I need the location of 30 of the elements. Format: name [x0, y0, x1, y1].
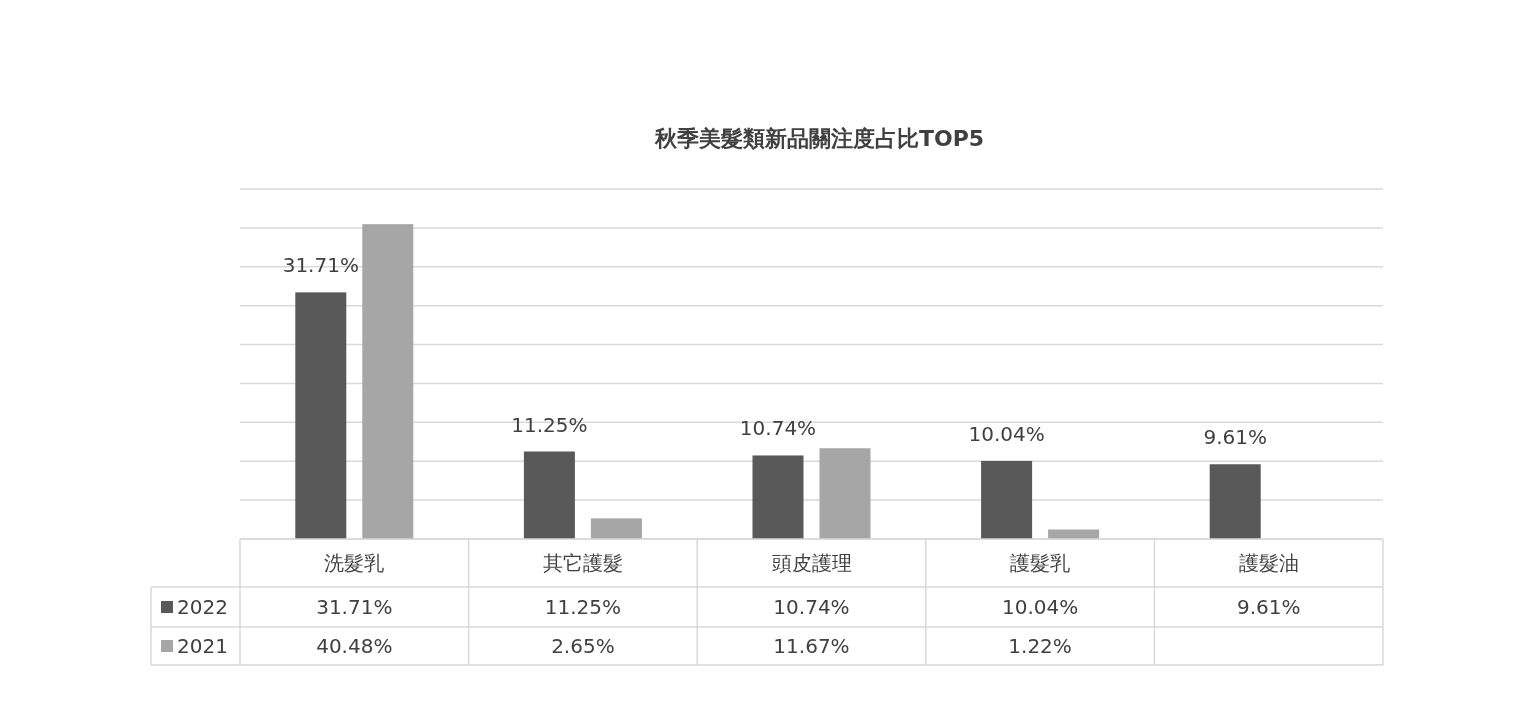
data-label: 11.25% [544, 595, 622, 619]
x-tick-label: 其它護髮 [542, 551, 623, 575]
bar [1209, 464, 1261, 539]
x-tick-label: 頭皮護理 [771, 551, 852, 575]
data-label: 10.74% [773, 595, 850, 619]
data-label: 2.65% [551, 634, 615, 658]
legend-label: 2022 [177, 595, 228, 619]
data-label: 31.71% [316, 595, 393, 619]
bar [295, 292, 347, 539]
data-label: 1.22% [1008, 634, 1072, 658]
x-tick-label: 護髮乳 [1010, 551, 1071, 575]
text: 9.61% [1203, 425, 1267, 450]
bar [590, 518, 642, 539]
x-tick-label: 護髮油 [1238, 551, 1299, 575]
legend-label: 2021 [177, 634, 228, 658]
text: 31.71% [282, 253, 359, 278]
bar [819, 448, 871, 539]
data-label: 10.04% [1001, 595, 1079, 619]
chart-title: 秋季美髮類新品關注度占比TOP5 [653, 126, 985, 151]
bar [523, 451, 575, 539]
text: 11.25% [511, 412, 588, 437]
text: 10.04% [968, 421, 1045, 446]
data-label: 11.67% [773, 634, 850, 658]
bar [362, 224, 414, 539]
data-label: 40.48% [316, 634, 393, 658]
text: 10.74% [739, 416, 817, 441]
bar [981, 460, 1033, 539]
bar [752, 455, 804, 539]
x-tick-label: 洗髮乳 [324, 551, 385, 575]
data-label: 9.61% [1236, 595, 1301, 619]
